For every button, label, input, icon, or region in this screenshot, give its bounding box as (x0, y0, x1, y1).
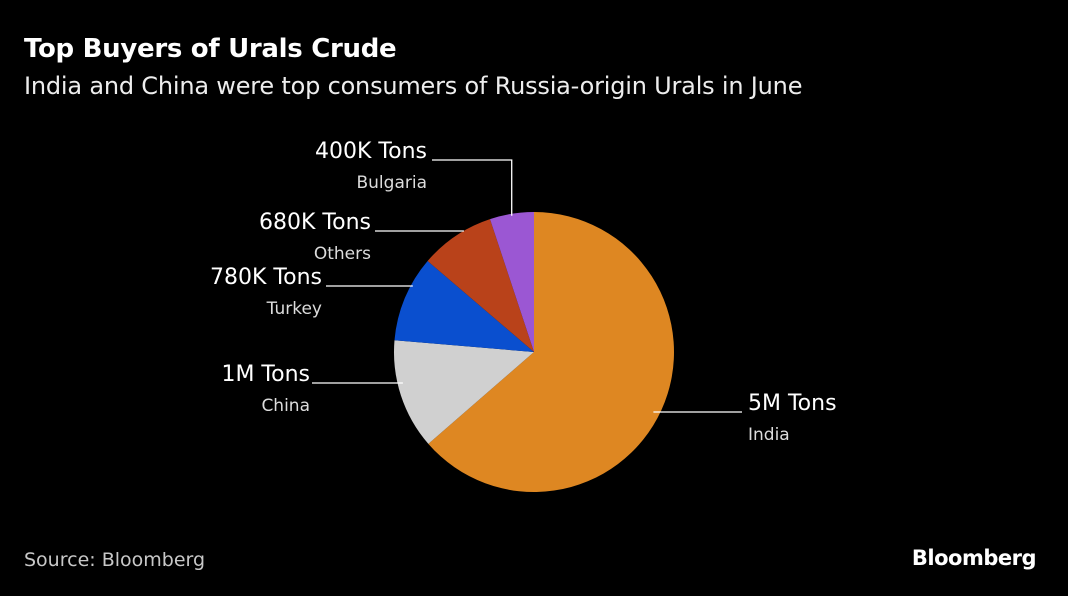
slice-category-label-bulgaria: Bulgaria (357, 173, 428, 193)
slice-category-label-turkey: Turkey (266, 299, 322, 319)
bloomberg-logo: Bloomberg (911, 546, 1037, 570)
pie-slice-turkey (394, 261, 534, 352)
slice-value-label-others: 680K Tons (259, 210, 371, 235)
pie-slice-china (394, 340, 534, 444)
slice-category-label-china: China (261, 396, 310, 416)
pie-slice-bulgaria (489, 212, 534, 352)
chart-subtitle: India and China were top consumers of Ru… (24, 72, 803, 100)
slice-value-label-china: 1M Tons (221, 362, 310, 387)
chart-title: Top Buyers of Urals Crude (24, 34, 397, 64)
slice-value-label-india: 5M Tons (748, 391, 837, 416)
pie-slice-india (428, 212, 674, 492)
leader-line-bulgaria (432, 159, 513, 216)
slice-category-label-india: India (748, 425, 790, 445)
source-note: Source: Bloomberg (24, 549, 206, 571)
slice-value-label-bulgaria: 400K Tons (315, 139, 427, 164)
pie-slice-others (427, 219, 534, 352)
slice-category-label-others: Others (314, 244, 371, 264)
slice-value-label-turkey: 780K Tons (210, 265, 322, 290)
